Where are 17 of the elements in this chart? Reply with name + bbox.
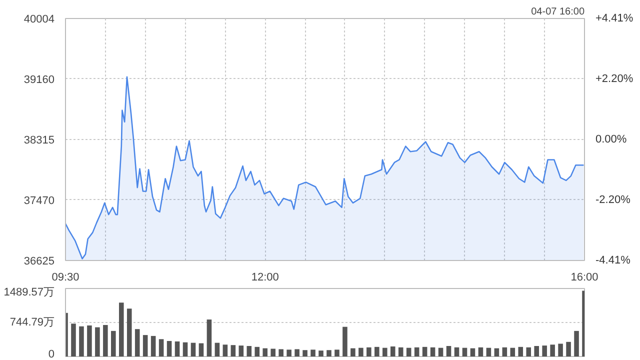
y2-tick-label: -4.41% (596, 254, 631, 266)
y-tick-label: 744.79万 (10, 316, 55, 328)
x-tick-label: 12:00 (251, 272, 279, 284)
y-tick-label: 39160 (24, 74, 55, 86)
y-tick-label: 38315 (24, 134, 55, 146)
x-tick-label: 16:00 (570, 272, 598, 284)
y-tick-label: 0 (48, 348, 55, 360)
y-tick-label: 37470 (24, 194, 55, 207)
y2-tick-label: +2.20% (596, 73, 634, 86)
y2-tick-label: +4.41% (596, 12, 634, 24)
y2-tick-label: 0.00% (596, 134, 627, 146)
y2-tick-label: -2.20% (596, 194, 631, 206)
x-tick-label: 09:30 (52, 272, 80, 284)
y-tick-label: 40004 (24, 14, 55, 26)
text: 04-07 16:00 (531, 6, 585, 18)
y-tick-label: 36625 (24, 256, 55, 268)
y-tick-label: 1489.57万 (4, 286, 55, 298)
